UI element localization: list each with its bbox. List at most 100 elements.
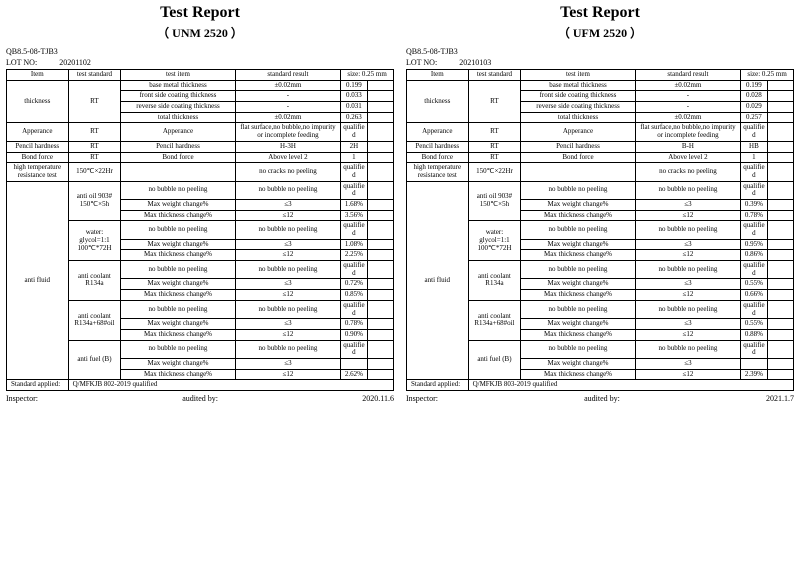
cell xyxy=(767,102,793,113)
cell xyxy=(767,199,793,210)
cell: thickness xyxy=(407,80,469,123)
cell: 0.031 xyxy=(341,102,367,113)
cell: ≤12 xyxy=(235,329,341,340)
cell: - xyxy=(235,91,341,102)
cell: 1 xyxy=(341,152,367,163)
cell: Max weight change% xyxy=(521,279,635,290)
cell: B-H xyxy=(635,141,741,152)
cell: anti coolant R134a+68#oil xyxy=(468,300,521,340)
table-row: ApperanceRTApperanceflat surface,no bubb… xyxy=(7,123,394,141)
cell: RT xyxy=(468,152,521,163)
cell: no bubble no peeling xyxy=(521,340,635,358)
table-row: Bond forceRTBond forceAbove level 21 xyxy=(7,152,394,163)
table-row: ApperanceRTApperanceflat surface,no bubb… xyxy=(407,123,794,141)
cell: RT xyxy=(468,80,521,123)
date-value: 2021.1.7 xyxy=(766,394,794,403)
cell: Max thickness change% xyxy=(521,369,635,380)
cell: Max weight change% xyxy=(121,239,235,250)
audited-label: audited by: xyxy=(182,394,218,403)
cell xyxy=(367,329,393,340)
cell: no bubble no peeling xyxy=(235,340,341,358)
cell: 0.029 xyxy=(741,102,767,113)
std-value: Q/MFKJB 803-2019 qualified xyxy=(468,380,793,391)
cell: 150℃×22Hr xyxy=(68,163,121,181)
cell: Apperance xyxy=(407,123,469,141)
cell: HB xyxy=(741,141,767,152)
cell: ≤3 xyxy=(235,199,341,210)
cell: Above level 2 xyxy=(235,152,341,163)
inspector-label: Inspector: xyxy=(406,394,438,403)
cell: total thickness xyxy=(521,112,635,123)
cell xyxy=(767,250,793,261)
cell: anti oil 903# 150℃×5h xyxy=(68,181,121,221)
cell: qualified xyxy=(341,300,367,318)
cell: ≤12 xyxy=(235,210,341,221)
cell: qualified xyxy=(741,123,767,141)
cell: 0.90% xyxy=(341,329,367,340)
cell: no bubble no peeling xyxy=(235,300,341,318)
cell: no bubble no peeling xyxy=(121,221,235,239)
cell: Max weight change% xyxy=(121,358,235,369)
cell: front side coating thickness xyxy=(121,91,235,102)
cell xyxy=(767,319,793,330)
cell: qualified xyxy=(741,340,767,358)
table-header: test standard xyxy=(68,70,121,81)
cell: total thickness xyxy=(121,112,235,123)
cell xyxy=(367,163,393,181)
inspector-label: Inspector: xyxy=(6,394,38,403)
cell: anti fluid xyxy=(407,181,469,380)
cell: no bubble no peeling xyxy=(521,300,635,318)
cell xyxy=(767,369,793,380)
cell: no bubble no peeling xyxy=(635,181,741,199)
cell: 1.68% xyxy=(341,199,367,210)
cell: ≤3 xyxy=(635,319,741,330)
cell: ≤12 xyxy=(235,290,341,301)
cell: qualified xyxy=(341,221,367,239)
cell xyxy=(521,163,635,181)
cell: Max thickness change% xyxy=(121,369,235,380)
table-header: standard result xyxy=(235,70,341,81)
cell: 0.55% xyxy=(741,279,767,290)
cell: 2H xyxy=(341,141,367,152)
cell xyxy=(367,300,393,318)
cell: ≤3 xyxy=(635,199,741,210)
lot-label: LOT NO: xyxy=(6,58,37,67)
cell: anti fluid xyxy=(7,181,69,380)
cell: ≤3 xyxy=(635,239,741,250)
cell xyxy=(767,210,793,221)
cell: Max weight change% xyxy=(521,358,635,369)
cell xyxy=(341,358,367,369)
cell: ±0.02mm xyxy=(635,112,741,123)
table-row: thicknessRTbase metal thickness±0.02mm0.… xyxy=(407,80,794,91)
std-label: Standard applied: xyxy=(407,380,469,391)
cell: no bubble no peeling xyxy=(635,221,741,239)
cell: reverse side coating thickness xyxy=(121,102,235,113)
cell: qualified xyxy=(741,300,767,318)
cell xyxy=(367,141,393,152)
cell: no bubble no peeling xyxy=(521,221,635,239)
cell: 0.55% xyxy=(741,319,767,330)
report-title: Test Report xyxy=(406,4,794,22)
cell: no bubble no peeling xyxy=(235,221,341,239)
date-value: 2020.11.6 xyxy=(362,394,394,403)
cell: anti coolant R134a xyxy=(68,261,121,301)
footer-left: Inspector: audited by: 2020.11.6 xyxy=(6,394,394,403)
cell: ≤3 xyxy=(235,358,341,369)
cell: Max weight change% xyxy=(121,199,235,210)
cell: 2.25% xyxy=(341,250,367,261)
cell: Above level 2 xyxy=(635,152,741,163)
cell: 3.56% xyxy=(341,210,367,221)
cell xyxy=(367,91,393,102)
cell: 0.263 xyxy=(341,112,367,123)
cell: 0.88% xyxy=(741,329,767,340)
cell: flat surface,no bubble,no impurity or in… xyxy=(235,123,341,141)
cell: ≤12 xyxy=(235,369,341,380)
cell xyxy=(367,112,393,123)
cell: reverse side coating thickness xyxy=(521,102,635,113)
cell xyxy=(767,290,793,301)
footer-right: Inspector: audited by: 2021.1.7 xyxy=(406,394,794,403)
lot-line: LOT NO: 20201102 xyxy=(6,58,394,67)
cell: thickness xyxy=(7,80,69,123)
table-header: test item xyxy=(521,70,635,81)
cell xyxy=(367,181,393,199)
